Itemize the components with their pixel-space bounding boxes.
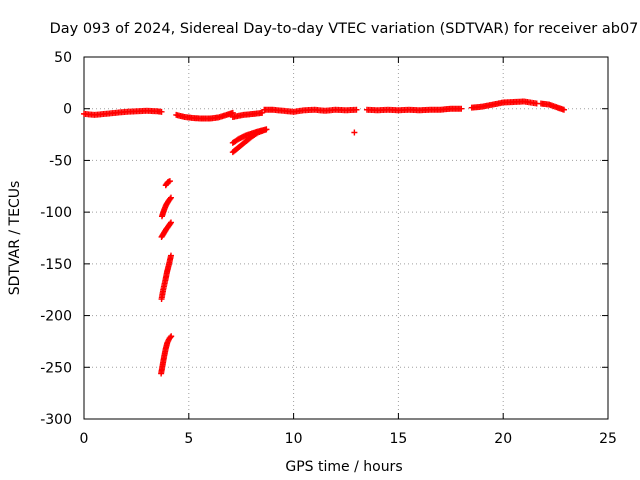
chart-title: Day 093 of 2024, Sidereal Day-to-day VTE… (50, 21, 639, 37)
y-axis-label: SDTVAR / TECUs (7, 181, 23, 296)
x-tick-label: 10 (285, 431, 303, 447)
data-point (351, 129, 358, 136)
data-point (167, 219, 174, 226)
data-point (259, 109, 266, 116)
data-point (263, 126, 270, 133)
grid-layer (84, 57, 608, 419)
y-tick-label: -250 (40, 360, 72, 376)
data-point (353, 106, 360, 113)
plot-frame (83, 56, 609, 420)
x-tick-label: 5 (184, 431, 193, 447)
x-tick-label: 25 (599, 431, 617, 447)
y-tick-label: -50 (49, 153, 72, 169)
x-tick-label: 20 (494, 431, 512, 447)
x-tick-label: 0 (80, 431, 89, 447)
data-point (158, 108, 165, 115)
data-point (166, 178, 173, 185)
data-point (560, 106, 567, 113)
data-point (168, 333, 175, 340)
x-axis-label: GPS time / hours (285, 459, 402, 475)
data-point (167, 195, 174, 202)
y-tick-label: 50 (54, 50, 72, 66)
y-tick-label: -100 (40, 205, 72, 221)
y-tick-label: -200 (40, 309, 72, 325)
data-points (81, 98, 567, 377)
data-point (167, 334, 174, 341)
data-point (458, 105, 465, 112)
y-tick-label: -150 (40, 257, 72, 273)
y-tick-label: -300 (40, 412, 72, 428)
y-tick-label: 0 (63, 102, 72, 118)
data-point (167, 252, 174, 259)
tick-layer: 0 5 10 15 20 25 50 0 -50 -100 -150 -200 -250 -300 (40, 50, 617, 447)
x-tick-label: 15 (389, 431, 407, 447)
data-point (167, 194, 174, 201)
